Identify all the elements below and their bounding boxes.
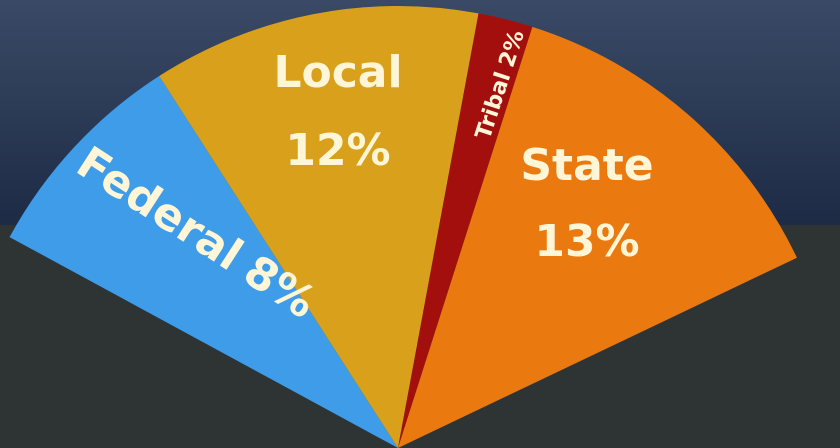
category-label: Local <box>273 47 402 98</box>
category-label: State <box>520 140 653 191</box>
chart: Federal8%Local12%Tribal2%State13% <box>0 0 840 448</box>
value-label: 12% <box>285 125 390 176</box>
value-label: 13% <box>534 216 639 267</box>
page: Federal8%Local12%Tribal2%State13% (() =>… <box>0 0 840 448</box>
